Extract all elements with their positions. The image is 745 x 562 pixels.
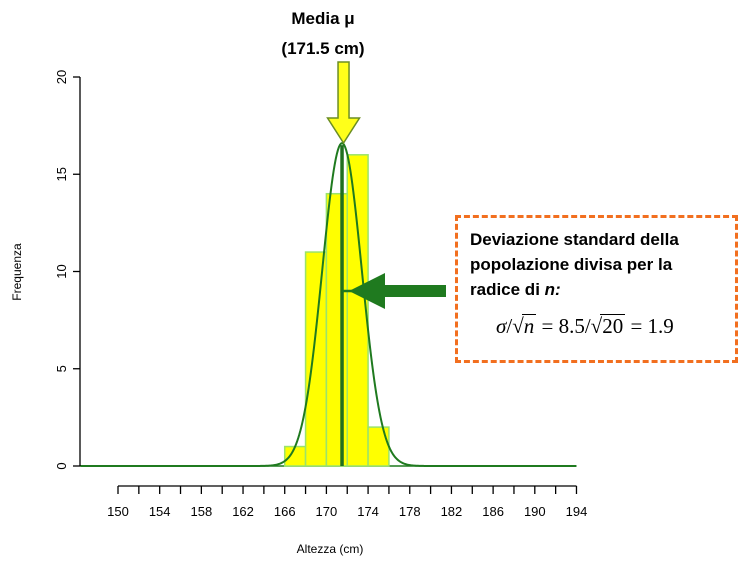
x-tick-label-166: 166 bbox=[274, 504, 296, 519]
y-tick-label-0: 0 bbox=[54, 462, 69, 469]
normal-curve bbox=[80, 142, 577, 467]
sd-note-line-3: radice di n: bbox=[470, 280, 561, 300]
x-tick-label-182: 182 bbox=[441, 504, 463, 519]
x-tick-label-150: 150 bbox=[107, 504, 129, 519]
formula-sigma: σ bbox=[496, 314, 507, 338]
mean-value: (171.5 cm) bbox=[281, 39, 364, 58]
histogram-bar-4 bbox=[346, 154, 369, 467]
x-tick-label-162: 162 bbox=[232, 504, 254, 519]
x-tick-label-158: 158 bbox=[191, 504, 213, 519]
formula-radic-1: √ bbox=[512, 314, 524, 338]
histogram-bar-2 bbox=[304, 251, 328, 467]
histogram-bar-3 bbox=[325, 192, 348, 467]
curve-layer bbox=[80, 142, 577, 467]
formula-eq1: = 8.5 bbox=[536, 314, 585, 338]
y-tick-label-10: 10 bbox=[54, 264, 69, 278]
x-tick-label-194: 194 bbox=[566, 504, 588, 519]
mean-arrow bbox=[326, 61, 361, 145]
formula-radic-2: √ bbox=[590, 314, 603, 338]
formula-n: n bbox=[521, 314, 537, 338]
formula-slash-2: / bbox=[584, 314, 591, 338]
sd-note-line-1: Deviazione standard della bbox=[470, 230, 679, 249]
x-tick-label-186: 186 bbox=[482, 504, 504, 519]
sd-formula: σ/√n = 8.5/√20 = 1.9 bbox=[496, 314, 674, 339]
formula-slash-1: / bbox=[506, 314, 513, 338]
sd-note-var: n: bbox=[544, 280, 561, 299]
y-tick-label-5: 5 bbox=[54, 365, 69, 372]
x-tick-label-154: 154 bbox=[149, 504, 171, 519]
formula-n2: 20 bbox=[600, 314, 626, 338]
marker-layer bbox=[326, 61, 446, 466]
histogram-bar-1 bbox=[283, 445, 307, 467]
sd-arrow bbox=[349, 272, 446, 309]
x-tick-label-174: 174 bbox=[357, 504, 379, 519]
sd-note-line-2: popolazione divisa per la bbox=[470, 255, 673, 274]
y-tick-label-15: 15 bbox=[54, 167, 69, 181]
y-tick-label-20: 20 bbox=[54, 70, 69, 84]
mean-title: Media μ bbox=[291, 9, 354, 28]
formula-eq2: = 1.9 bbox=[625, 314, 674, 338]
y-axis-title: Frequenza bbox=[10, 243, 24, 301]
bars-layer bbox=[283, 154, 390, 467]
sd-annotation-box: Deviazione standard della popolazione di… bbox=[455, 215, 738, 363]
x-tick-label-178: 178 bbox=[399, 504, 421, 519]
x-axis-title: Altezza (cm) bbox=[297, 542, 364, 556]
axes-layer: 0 5 10 15 20 150 154 158 162 166 170 174 178 182 186 19… bbox=[54, 70, 587, 519]
x-tick-label-190: 190 bbox=[524, 504, 546, 519]
sd-note-prefix: radice di bbox=[470, 280, 545, 299]
x-tick-label-170: 170 bbox=[316, 504, 338, 519]
histogram-bar-5 bbox=[367, 426, 390, 467]
